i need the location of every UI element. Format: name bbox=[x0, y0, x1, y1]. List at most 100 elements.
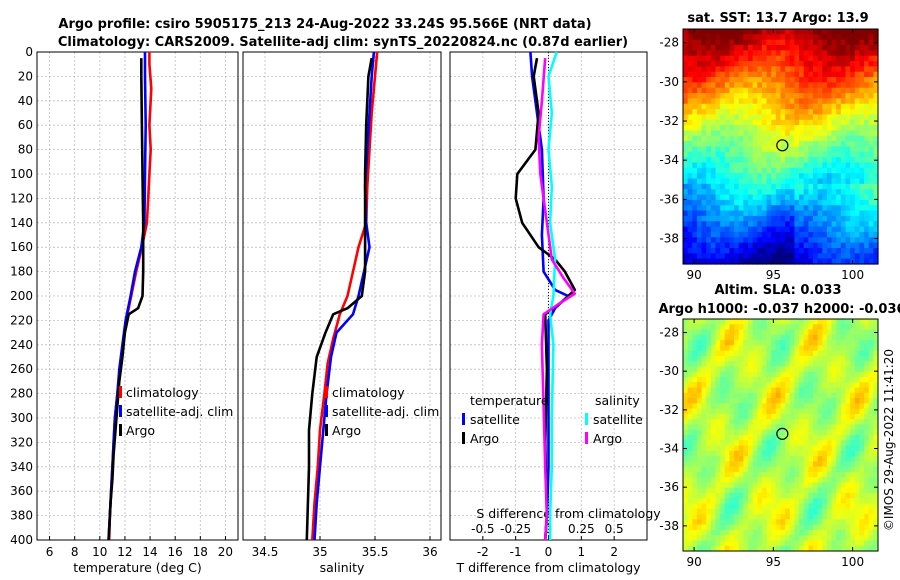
map-cell bbox=[785, 173, 791, 180]
map-cell bbox=[766, 205, 772, 212]
map-cell bbox=[748, 215, 754, 222]
map-cell bbox=[817, 403, 823, 410]
map-cell bbox=[734, 529, 740, 536]
map-cell bbox=[724, 334, 731, 341]
map-cell bbox=[734, 440, 740, 447]
map-cell bbox=[808, 493, 814, 499]
map-cell bbox=[799, 413, 805, 420]
map-cell bbox=[845, 540, 851, 547]
map-cell bbox=[836, 493, 842, 499]
map-cell bbox=[715, 429, 721, 436]
map-cell bbox=[803, 237, 809, 244]
map-cell bbox=[854, 167, 861, 174]
map-cell bbox=[761, 189, 768, 196]
map-cell bbox=[803, 109, 809, 116]
map-cell bbox=[826, 77, 833, 84]
map-cell bbox=[683, 387, 689, 394]
map-cell bbox=[868, 345, 874, 352]
map-cell bbox=[687, 387, 693, 394]
map-cell bbox=[850, 109, 856, 116]
map-cell bbox=[873, 242, 879, 249]
map-cell bbox=[799, 350, 805, 357]
map-cell bbox=[743, 450, 749, 457]
map-cell bbox=[794, 247, 800, 254]
map-cell bbox=[766, 253, 772, 260]
map-cell bbox=[720, 55, 726, 62]
map-cell bbox=[775, 519, 782, 526]
map-cell bbox=[757, 471, 763, 478]
map-cell bbox=[854, 29, 861, 35]
map-cell bbox=[864, 258, 870, 265]
map-cell bbox=[729, 82, 735, 89]
map-cell bbox=[850, 215, 856, 222]
map-cell bbox=[840, 519, 847, 526]
map-cell bbox=[789, 319, 796, 325]
map-cell bbox=[789, 231, 796, 238]
map-cell bbox=[808, 482, 814, 489]
map-cell bbox=[789, 387, 796, 394]
map-cell bbox=[724, 157, 731, 164]
map-cell bbox=[748, 82, 754, 89]
map-cell bbox=[864, 178, 870, 185]
map-cell bbox=[840, 162, 847, 169]
map-cell bbox=[696, 398, 703, 404]
map-cell bbox=[710, 71, 717, 78]
map-cell bbox=[738, 324, 744, 331]
map-cell bbox=[729, 413, 735, 420]
map-cell bbox=[813, 413, 819, 420]
map-cell bbox=[780, 141, 786, 148]
map-cell bbox=[701, 382, 707, 389]
map-cell bbox=[752, 151, 758, 158]
map-cell bbox=[813, 334, 819, 341]
map-cell bbox=[845, 440, 851, 447]
map-cell bbox=[780, 29, 786, 35]
map-cell bbox=[738, 167, 744, 174]
map-cell bbox=[836, 189, 842, 196]
map-cell bbox=[715, 39, 721, 46]
map-cell bbox=[683, 324, 689, 331]
map-cell bbox=[752, 135, 758, 142]
map-cell bbox=[757, 130, 763, 137]
map-cell bbox=[692, 71, 698, 78]
map-cell bbox=[724, 146, 731, 153]
map-cell bbox=[729, 355, 735, 362]
map-cell bbox=[752, 382, 758, 389]
map-cell bbox=[864, 93, 870, 100]
map-cell bbox=[789, 424, 796, 431]
map-cell bbox=[836, 258, 842, 265]
map-cell bbox=[859, 456, 865, 462]
map-cell bbox=[794, 146, 800, 153]
map-cell bbox=[808, 141, 814, 148]
map-cell bbox=[799, 355, 805, 362]
map-cell bbox=[734, 461, 740, 468]
map-cell bbox=[687, 424, 693, 431]
map-cell bbox=[720, 109, 726, 116]
map-cell bbox=[813, 329, 819, 336]
map-cell bbox=[752, 183, 758, 190]
map-cell bbox=[817, 141, 823, 148]
map-cell bbox=[789, 114, 796, 121]
map-cell bbox=[706, 466, 712, 473]
map-cell bbox=[873, 162, 879, 169]
map-cell bbox=[845, 398, 851, 404]
map-cell bbox=[785, 392, 791, 399]
map-cell bbox=[734, 173, 740, 180]
map-cell bbox=[822, 151, 828, 158]
map-cell bbox=[813, 466, 819, 473]
map-cell bbox=[850, 419, 856, 426]
map-cell bbox=[864, 440, 870, 447]
map-cell bbox=[715, 141, 721, 148]
map-cell bbox=[854, 183, 861, 190]
map-cell bbox=[715, 226, 721, 233]
map-cell bbox=[734, 183, 740, 190]
map-cell bbox=[729, 151, 735, 158]
map-cell bbox=[701, 413, 707, 420]
map-cell bbox=[850, 514, 856, 520]
map-cell bbox=[701, 482, 707, 489]
map-cell bbox=[752, 167, 758, 174]
map-cell bbox=[822, 189, 828, 196]
map-cell bbox=[710, 466, 717, 473]
map-cell bbox=[720, 545, 726, 552]
map-cell bbox=[775, 55, 782, 62]
map-cell bbox=[822, 408, 828, 415]
